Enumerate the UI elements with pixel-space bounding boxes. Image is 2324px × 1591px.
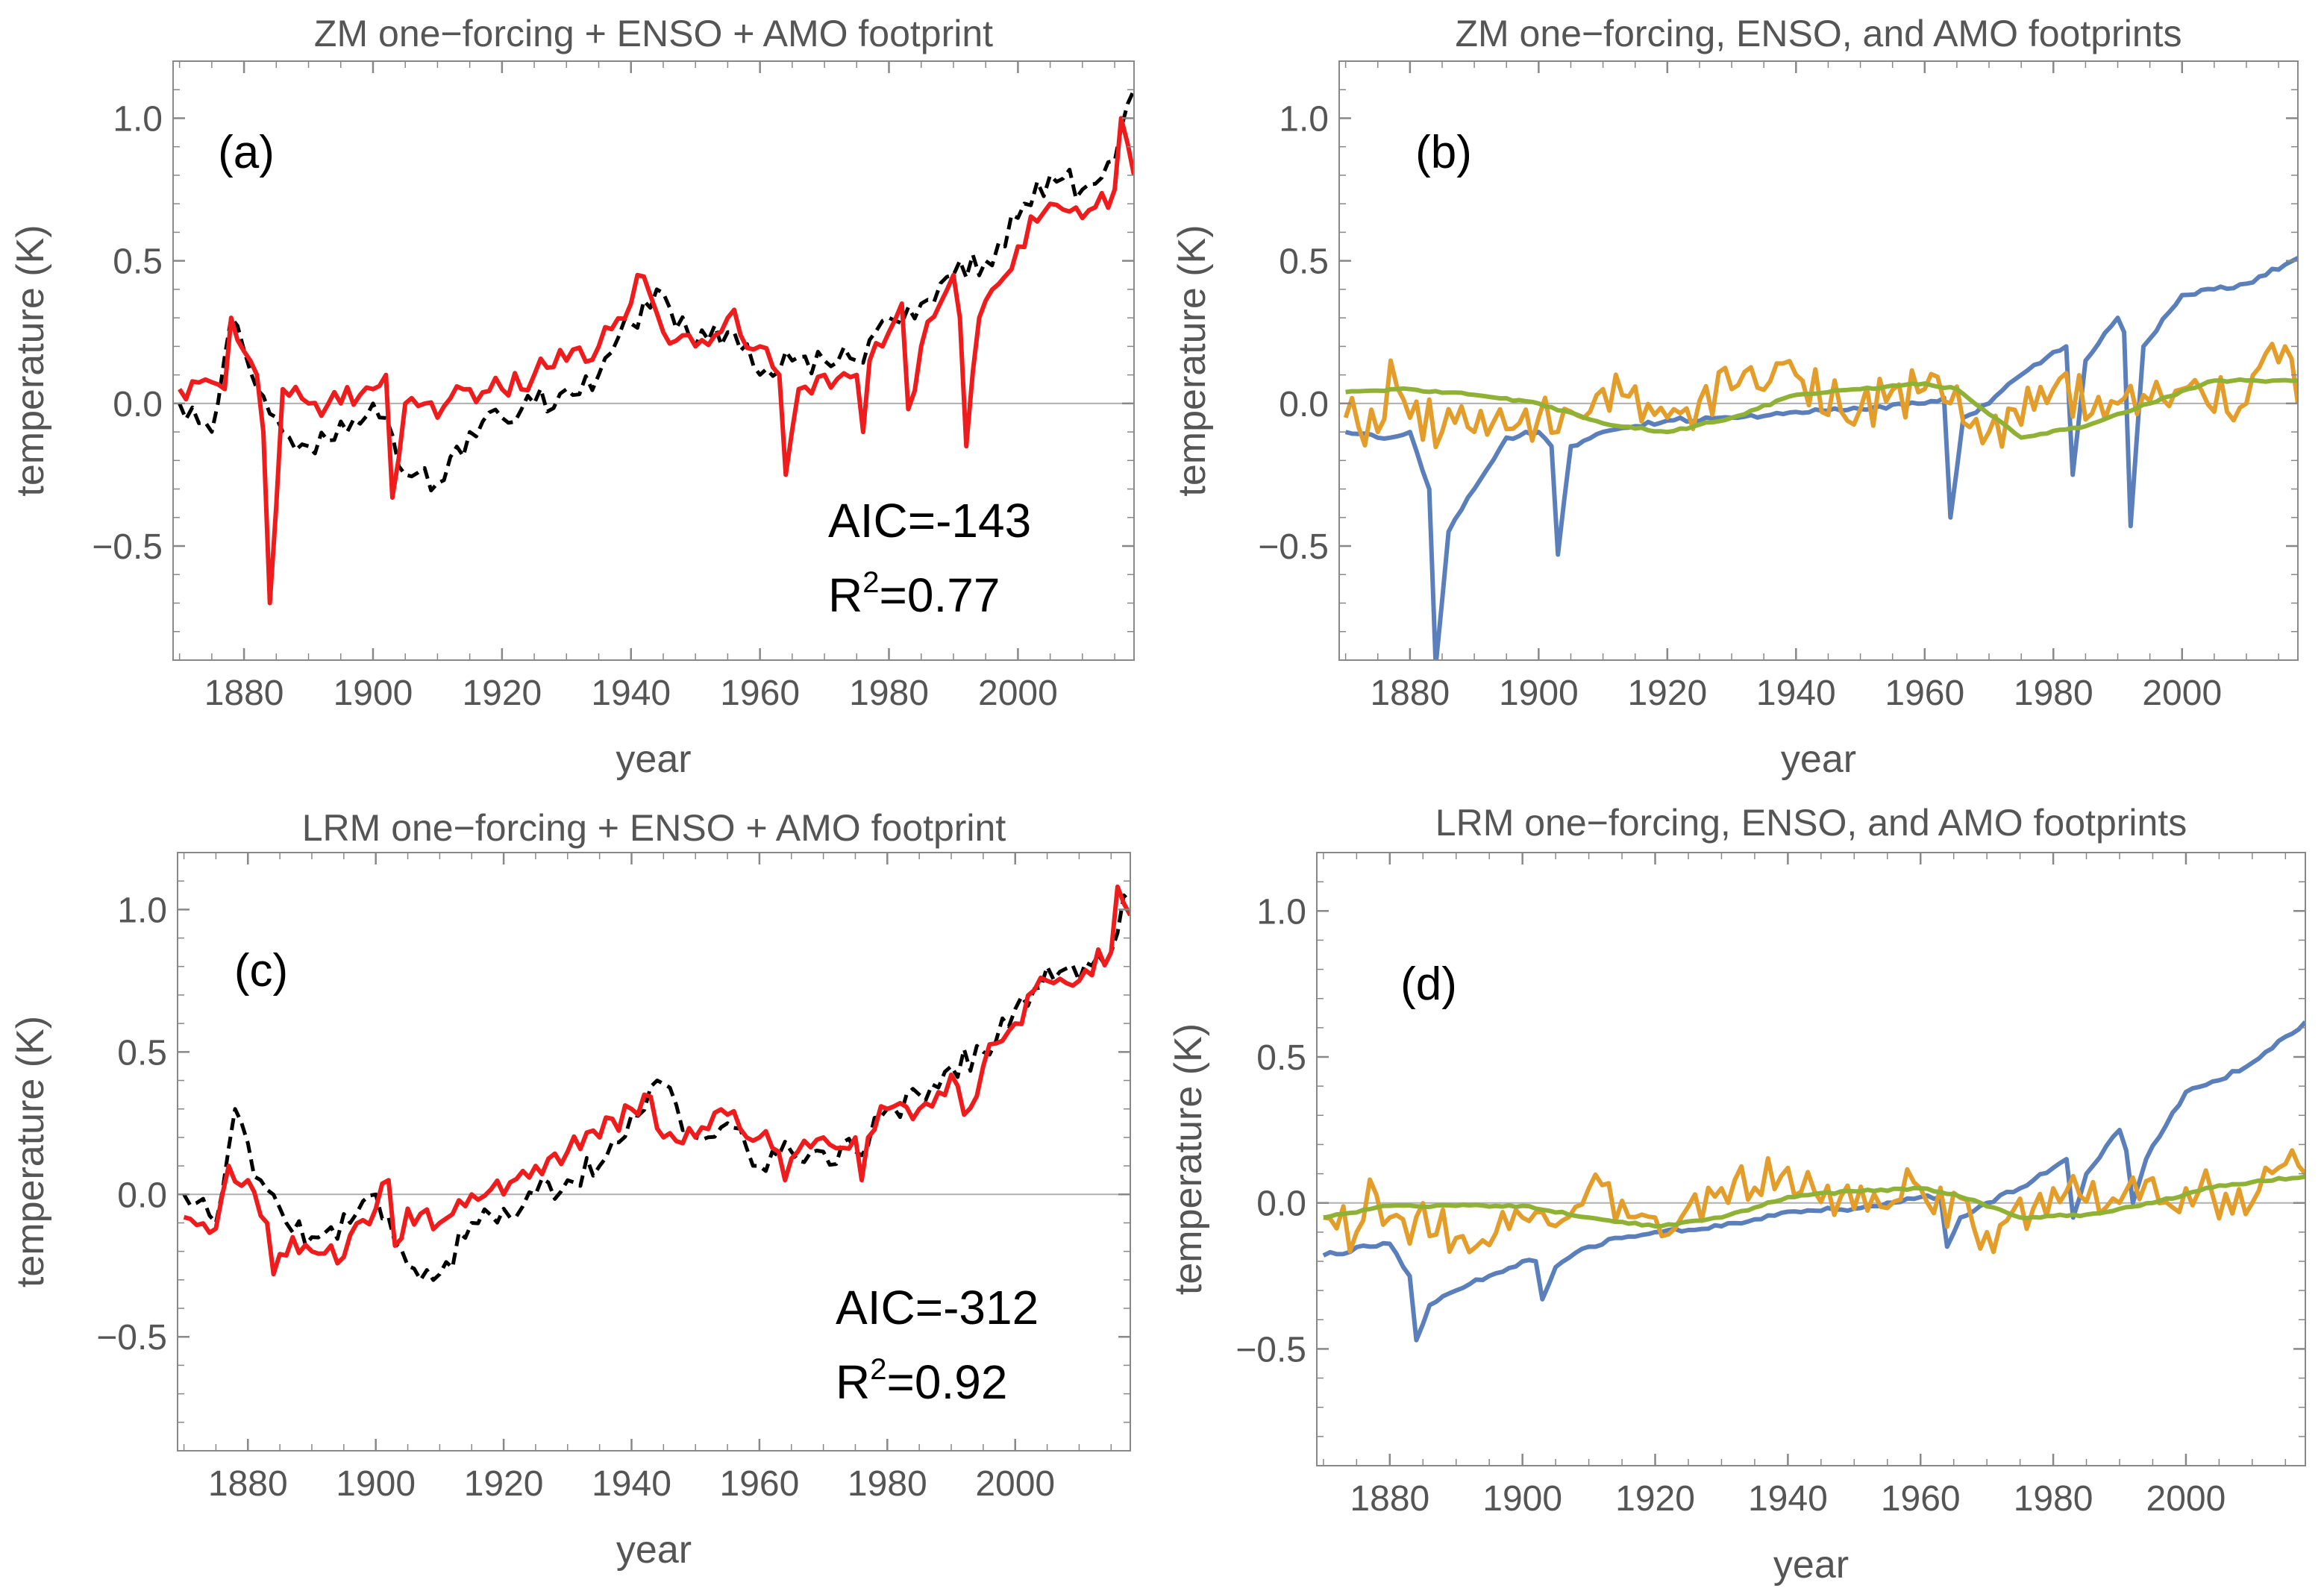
panel-label: (b) xyxy=(1415,127,1472,178)
x-tick-label: 1920 xyxy=(464,1464,544,1504)
series-line-model xyxy=(178,116,1134,606)
x-axis-label: year xyxy=(1781,738,1856,781)
x-tick-label: 2000 xyxy=(978,674,1058,713)
series-group xyxy=(1343,256,2298,660)
series-line-observed xyxy=(178,89,1134,493)
aic-value: AIC=-143 xyxy=(828,494,1031,547)
y-tick-label: 0.0 xyxy=(113,385,163,424)
plot-frame xyxy=(177,852,1131,1452)
y-tick-label: 0.5 xyxy=(1256,1038,1306,1078)
x-tick-label: 1920 xyxy=(462,674,542,713)
x-tick-label: 1940 xyxy=(1748,1479,1828,1519)
x-tick-label: 1900 xyxy=(1499,674,1579,713)
y-tick-label: 0.5 xyxy=(113,242,163,282)
x-tick-label: 1920 xyxy=(1615,1479,1695,1519)
x-tick-label: 1880 xyxy=(1370,674,1450,713)
panel-title: ZM one−forcing + ENSO + AMO footprint xyxy=(314,13,993,54)
x-tick-label: 1960 xyxy=(1881,1479,1961,1519)
aic-value: AIC=-312 xyxy=(836,1281,1039,1334)
plot-frame xyxy=(172,60,1135,661)
x-tick-label: 2000 xyxy=(975,1464,1055,1504)
x-tick-label: 2000 xyxy=(2142,674,2222,713)
x-axis-label: year xyxy=(616,1528,692,1572)
panel-title: ZM one−forcing, ENSO, and AMO footprints xyxy=(1455,13,2182,54)
y-tick-label: −0.5 xyxy=(1258,527,1329,567)
y-tick-label: 0.0 xyxy=(1279,385,1329,424)
x-tick-label: 1880 xyxy=(204,674,284,713)
panel-label: (a) xyxy=(218,127,275,178)
x-tick-label: 1960 xyxy=(720,674,800,713)
y-tick-label: −0.5 xyxy=(1235,1330,1306,1369)
series-line-amo xyxy=(1345,377,2298,440)
panel-a: ZM one−forcing + ENSO + AMO footprint 188… xyxy=(9,13,1135,781)
panel-b: ZM one−forcing, ENSO, and AMO footprints… xyxy=(1171,13,2299,781)
series-line-observed xyxy=(182,893,1130,1282)
series-line-amo xyxy=(1323,1174,2305,1228)
plot-frame xyxy=(1316,852,2306,1466)
y-tick-label: 0.5 xyxy=(117,1033,167,1073)
plot-frame xyxy=(1338,60,2299,661)
y-tick-label: 0.0 xyxy=(117,1176,167,1215)
x-tick-label: 1940 xyxy=(1756,674,1836,713)
x-tick-label: 1980 xyxy=(848,1464,927,1504)
y-tick-label: −0.5 xyxy=(96,1318,167,1358)
y-tick-label: 0.5 xyxy=(1279,242,1329,282)
panel-label: (c) xyxy=(234,945,288,997)
x-tick-label: 1900 xyxy=(1482,1479,1562,1519)
y-tick-label: 1.0 xyxy=(113,99,163,139)
x-axis-label: year xyxy=(1773,1543,1849,1587)
y-axis-label: temperature (K) xyxy=(1167,1023,1210,1295)
y-axis-label: temperature (K) xyxy=(1171,225,1214,496)
x-tick-label: 1960 xyxy=(720,1464,800,1504)
x-tick-label: 1940 xyxy=(591,674,671,713)
x-tick-label: 1960 xyxy=(1885,674,1964,713)
series-line-enso xyxy=(1323,1148,2305,1255)
x-tick-label: 1920 xyxy=(1627,674,1707,713)
y-axis-label: temperature (K) xyxy=(9,1016,52,1287)
y-tick-label: −0.5 xyxy=(92,527,163,567)
series-group xyxy=(182,884,1130,1282)
x-tick-label: 1940 xyxy=(592,1464,671,1504)
y-tick-label: 0.0 xyxy=(1256,1184,1306,1224)
series-group xyxy=(178,89,1134,606)
x-tick-label: 1980 xyxy=(2014,674,2093,713)
x-tick-label: 1880 xyxy=(1350,1479,1429,1519)
series-line-one-forcing xyxy=(1344,256,2298,660)
panel-label: (d) xyxy=(1400,958,1457,1010)
r-squared-value: R2=0.92 xyxy=(836,1353,1007,1409)
x-tick-label: 2000 xyxy=(2146,1479,2226,1519)
x-axis-label: year xyxy=(616,738,691,781)
x-tick-label: 1900 xyxy=(333,674,413,713)
y-tick-label: 1.0 xyxy=(1279,99,1329,139)
panel-title: LRM one−forcing, ENSO, and AMO footprint… xyxy=(1435,802,2187,844)
x-tick-label: 1980 xyxy=(849,674,929,713)
series-line-one-forcing xyxy=(1322,1020,2305,1343)
series-group xyxy=(1322,1020,2305,1343)
x-tick-label: 1880 xyxy=(208,1464,288,1504)
r-squared-value: R2=0.77 xyxy=(828,566,1000,622)
x-tick-label: 1980 xyxy=(2014,1479,2093,1519)
y-tick-label: 1.0 xyxy=(117,891,167,930)
series-line-model xyxy=(183,884,1130,1277)
panel-d: LRM one−forcing, ENSO, and AMO footprint… xyxy=(1167,802,2306,1587)
y-axis-label: temperature (K) xyxy=(9,225,52,496)
panel-title: LRM one−forcing + ENSO + AMO footprint xyxy=(302,807,1006,849)
y-tick-label: 1.0 xyxy=(1256,892,1306,932)
x-tick-label: 1900 xyxy=(336,1464,416,1504)
panel-c: LRM one−forcing + ENSO + AMO footprint 18… xyxy=(9,807,1131,1572)
